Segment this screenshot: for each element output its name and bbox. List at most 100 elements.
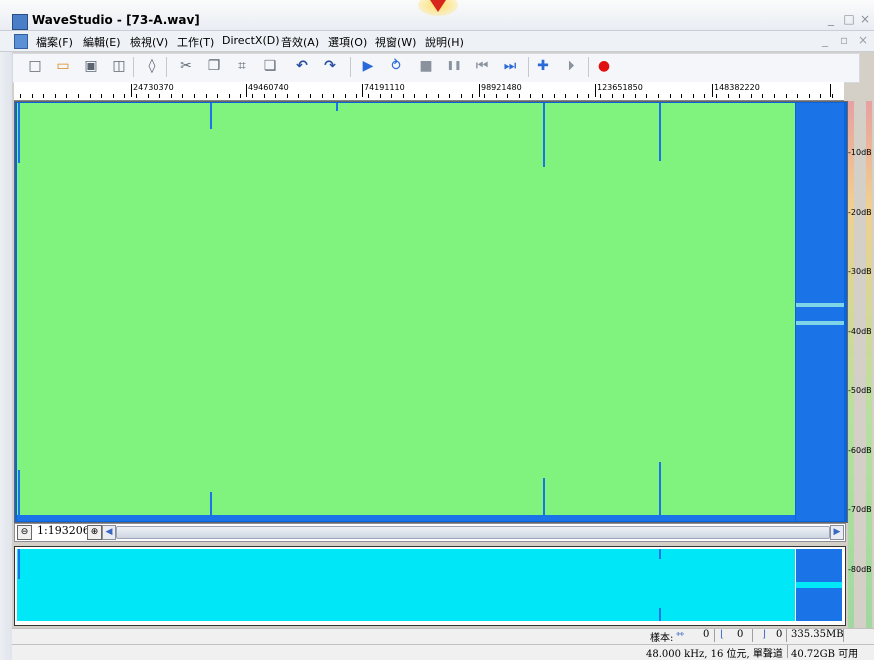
ruler-minor-tick [542,94,543,98]
ruler-minor-tick [391,94,392,98]
status-separator [752,629,753,642]
scroll-left-button[interactable]: ◀ [102,525,116,540]
zoom-in-icon[interactable]: ⊕ [87,525,102,540]
ruler-minor-tick [658,94,659,98]
overview-spike [18,549,20,579]
status-separator [787,645,788,658]
next-marker-icon[interactable]: ⏵ [567,58,575,74]
ruler-minor-tick [728,94,729,98]
ruler-minor-tick [66,94,67,98]
notification-arrow-icon [430,0,446,12]
ruler-minor-tick [356,94,357,98]
app-icon[interactable] [12,14,28,30]
ruler-minor-tick [623,94,624,98]
menu-help[interactable]: 說明(H) [425,36,464,49]
ruler-minor-tick [484,94,485,98]
ruler-minor-tick [252,94,253,98]
toolbar-separator [133,57,134,77]
ruler-minor-tick [774,94,775,98]
save-icon[interactable]: ▣ [84,58,98,74]
db-label: -70dB [848,505,872,514]
ruler-minor-tick [762,94,763,98]
maximize-button[interactable]: □ [843,12,855,26]
selection-length-value: 0 [703,629,710,640]
copy-icon[interactable]: ❐ [207,58,221,74]
menu-effects[interactable]: 音效(A) [281,36,320,49]
ruler-minor-tick [612,94,613,98]
db-label: -40dB [848,327,872,336]
ruler-minor-tick [670,94,671,98]
menu-options[interactable]: 選項(O) [328,36,368,49]
ruler-minor-tick [229,94,230,98]
mdi-restore-button[interactable]: ▫ [840,33,849,47]
toolbar-separator [588,57,589,77]
undo-icon[interactable]: ↶ [296,58,308,74]
waveform-spike [18,470,20,516]
time-ruler[interactable] [14,82,844,101]
mdi-close-button[interactable]: × [858,33,869,47]
db-label: -80dB [848,565,872,574]
menu-view[interactable]: 檢視(V) [130,36,169,49]
skip-start-icon[interactable]: ⏮ [475,58,489,74]
skip-end-icon[interactable]: ⏭ [503,58,517,74]
menu-bar [0,31,874,52]
ruler-minor-tick [472,94,473,98]
scroll-right-button[interactable]: ▶ [830,525,844,540]
status-separator [843,629,844,642]
ruler-minor-tick [554,94,555,98]
cut-icon[interactable]: ✂ [180,58,192,74]
new-file-icon[interactable]: □ [28,58,42,74]
ruler-minor-tick [275,94,276,98]
redo-icon[interactable]: ↷ [324,58,336,74]
play-loop-icon[interactable]: ⥁ [391,58,401,74]
level-meter-right [866,101,872,629]
menu-tools[interactable]: 工作(T) [177,36,215,49]
db-label: -60dB [848,446,872,455]
close-button[interactable]: × [859,12,871,26]
waveform-spike [18,103,20,163]
status-separator [714,629,715,642]
document-icon[interactable] [14,34,28,49]
pause-icon[interactable]: ❚❚ [446,61,462,71]
waveform-spike [659,103,661,161]
db-label: -10dB [848,148,872,157]
scroll-thumb[interactable] [116,526,830,539]
ruler-minor-tick [797,94,798,98]
paste-icon[interactable]: ❏ [263,58,277,74]
record-icon[interactable]: ● [597,58,611,74]
play-icon[interactable]: ▶ [362,58,374,74]
toolbar [12,53,860,83]
ruler-major-tick [479,84,480,97]
menu-file[interactable]: 檔案(F) [36,36,73,49]
mdi-minimize-button[interactable]: _ [822,33,828,47]
ruler-minor-tick [90,94,91,98]
waveform-spike [543,103,545,167]
ruler-minor-tick [310,94,311,98]
zoom-out-icon[interactable]: ⊖ [17,525,32,540]
properties-icon[interactable]: ◊ [148,58,156,74]
crop-icon[interactable]: ⌗ [238,58,246,74]
ruler-minor-tick [530,94,531,98]
ruler-minor-tick [449,94,450,98]
db-label: -20dB [848,208,872,217]
open-folder-icon[interactable]: ▭ [56,58,70,74]
overview-spike [659,549,661,559]
waveform-spike [336,103,338,111]
ruler-minor-tick [380,94,381,98]
menu-edit[interactable]: 編輯(E) [83,36,121,49]
minimize-button[interactable]: _ [828,12,834,26]
selection-start-icon: ⌊ [720,629,724,640]
menu-directx[interactable]: DirectX(D) [222,34,280,47]
stop-icon[interactable]: ■ [419,58,433,74]
waveform-low-signal-core [796,307,844,321]
overview-spike [659,608,661,621]
selection-end-icon: ⌋ [762,629,766,640]
ruler-minor-tick [461,94,462,98]
toolbar-separator [350,57,351,77]
marker-icon[interactable]: ✚ [537,58,549,74]
ruler-minor-tick [693,94,694,98]
save-all-icon[interactable]: ◫ [112,58,126,74]
ruler-minor-tick [414,94,415,98]
ruler-minor-tick [438,94,439,98]
menu-window[interactable]: 視窗(W) [375,36,417,49]
